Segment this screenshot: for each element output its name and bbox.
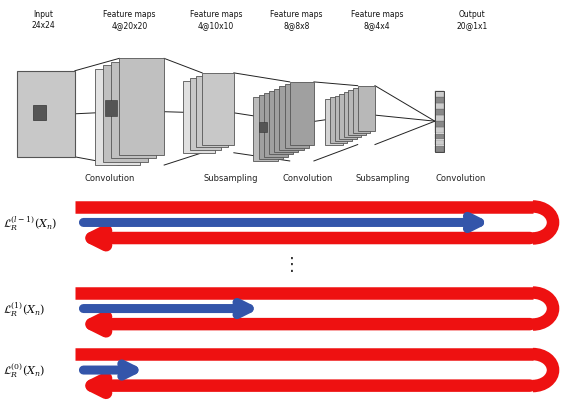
Bar — [264, 94, 288, 157]
Bar — [259, 123, 267, 133]
Bar — [348, 90, 366, 135]
Bar — [435, 140, 444, 146]
Bar — [103, 66, 148, 162]
Text: $\vdots$: $\vdots$ — [282, 254, 294, 273]
Bar — [17, 72, 75, 157]
Text: Output
20@1x1: Output 20@1x1 — [457, 10, 488, 29]
Bar — [253, 98, 278, 162]
Text: Convolution: Convolution — [84, 174, 135, 183]
Bar — [358, 86, 375, 131]
Text: Input
24x24: Input 24x24 — [31, 10, 55, 29]
Bar — [196, 76, 228, 148]
Bar — [269, 92, 293, 155]
Bar — [285, 85, 309, 148]
Bar — [325, 100, 343, 145]
Bar — [435, 122, 444, 128]
Bar — [339, 94, 357, 139]
Bar — [111, 63, 156, 159]
Bar — [259, 96, 283, 160]
Text: Feature maps
4@20x20: Feature maps 4@20x20 — [103, 10, 156, 29]
Bar — [274, 89, 298, 153]
Text: $\mathcal{L}_R^{(1)}(X_n)$: $\mathcal{L}_R^{(1)}(X_n)$ — [3, 299, 45, 318]
Text: Feature maps
4@10x10: Feature maps 4@10x10 — [190, 10, 242, 29]
Bar — [105, 101, 117, 117]
Text: Feature maps
8@4x4: Feature maps 8@4x4 — [351, 10, 404, 29]
Text: Subsampling: Subsampling — [203, 174, 257, 183]
Bar — [202, 74, 234, 145]
Bar — [119, 59, 164, 155]
Bar — [435, 116, 444, 122]
Bar — [435, 104, 444, 110]
Text: Convolution: Convolution — [435, 174, 486, 183]
Bar — [435, 92, 444, 98]
Text: $\mathcal{L}_R^{(l-1)}(X_n)$: $\mathcal{L}_R^{(l-1)}(X_n)$ — [3, 213, 57, 232]
Bar — [435, 110, 444, 116]
Bar — [435, 92, 444, 152]
Bar — [335, 96, 352, 141]
Bar — [353, 88, 370, 133]
Bar — [290, 83, 314, 146]
Text: Subsampling: Subsampling — [356, 174, 410, 183]
Bar — [330, 98, 347, 143]
Bar — [435, 134, 444, 140]
Bar — [95, 70, 140, 166]
Bar — [435, 146, 444, 152]
Bar — [435, 128, 444, 134]
Bar — [190, 79, 221, 151]
Text: Feature maps
8@8x8: Feature maps 8@8x8 — [270, 10, 323, 29]
Bar — [33, 106, 46, 121]
Bar — [279, 87, 304, 151]
Text: $\mathcal{L}_R^{(0)}(X_n)$: $\mathcal{L}_R^{(0)}(X_n)$ — [3, 361, 45, 380]
Bar — [435, 98, 444, 104]
Bar — [344, 92, 361, 137]
Bar — [183, 82, 215, 153]
Text: Convolution: Convolution — [283, 174, 334, 183]
